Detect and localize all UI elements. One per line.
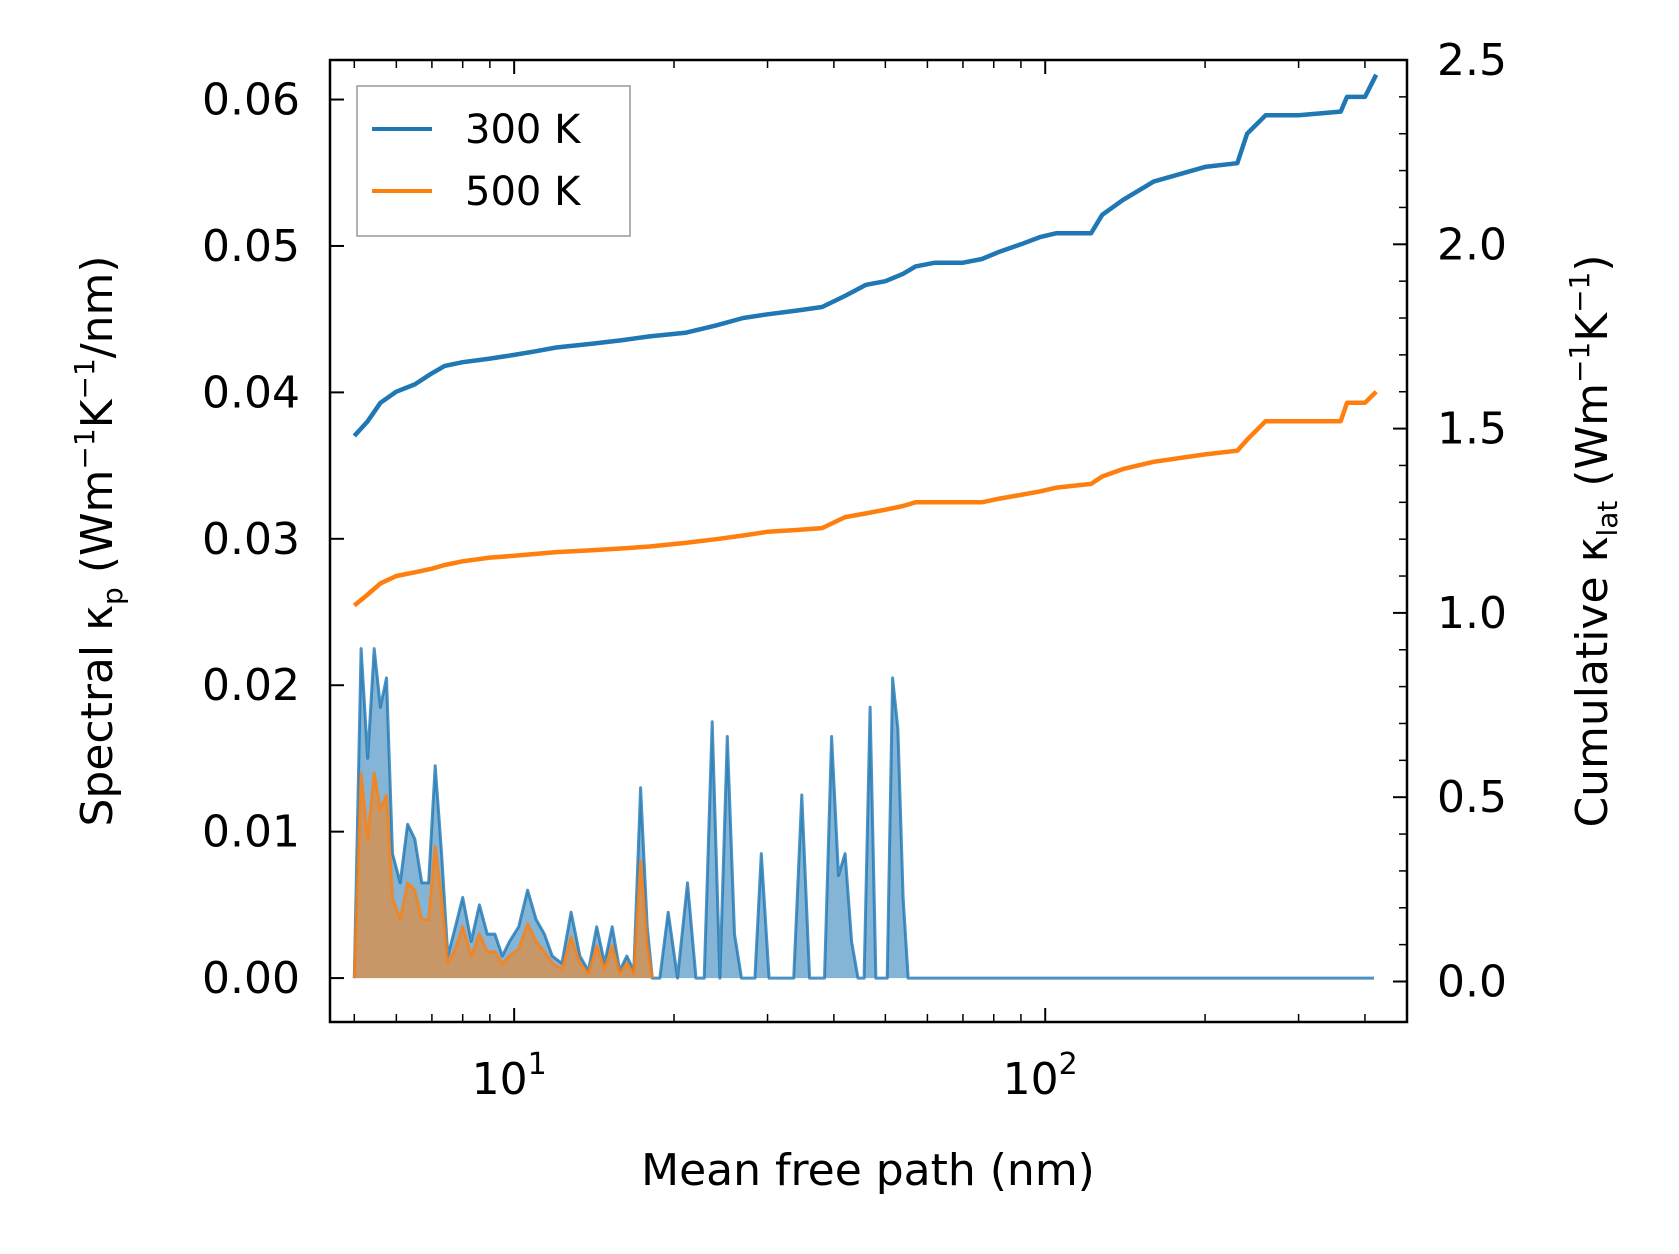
x-tick-label-exponent: 1 [528, 1047, 547, 1082]
y-left-tick-label: 0.04 [202, 367, 300, 418]
y-axis-right-label: Cumulative κlat (Wm−1K−1) [1563, 254, 1624, 827]
legend: 300 K 500 K [356, 85, 631, 237]
cumulative-line-500k [352, 390, 1378, 608]
spectral-line-500k [352, 771, 654, 979]
y-right-tick-label: 1.0 [1437, 588, 1507, 639]
x-axis-label: Mean free path (nm) [641, 1145, 1095, 1196]
legend-label-300k: 300 K [465, 107, 582, 153]
y-right-label-exp1: −1 [1563, 342, 1596, 383]
x-tick-label-exponent: 2 [1059, 1047, 1078, 1082]
x-tick-label: 101 [472, 1047, 547, 1105]
ticks-layer: 0.00 0.01 0.02 0.03 0.04 0.05 0.06 0.0 0.5 1.0 1.5… [202, 35, 1507, 1105]
y-left-tick-label: 0.02 [202, 660, 300, 711]
y-left-tick-label: 0.01 [202, 807, 300, 858]
y-left-label-unit-close: /nm) [72, 255, 123, 358]
y-right-label-unit-open: (Wm [1567, 383, 1618, 501]
spectral-area-500k [354, 773, 653, 979]
y-left-tick-label: 0.05 [202, 221, 300, 272]
y-right-tick-label: 0.5 [1437, 772, 1507, 823]
y-right-tick-label: 0.0 [1437, 956, 1507, 1007]
x-tick-label-base: 10 [472, 1054, 528, 1105]
x-tick-label: 102 [1003, 1047, 1078, 1105]
plot-frame [328, 58, 1409, 1024]
y-right-tick-label: 2.5 [1437, 35, 1507, 86]
y-left-label-exp2: −1 [68, 358, 101, 399]
y-left-tick-label: 0.03 [202, 514, 300, 565]
spectral-line-300k [352, 647, 1374, 980]
y-right-label-main: Cumulative κ [1567, 536, 1618, 827]
y-left-label-main: Spectral κ [72, 605, 123, 827]
y-right-label-exp2: −1 [1563, 272, 1596, 313]
legend-box [356, 85, 631, 237]
x-tick-label-base: 10 [1003, 1054, 1059, 1105]
spectral-layer [352, 647, 1374, 980]
y-left-label-unit-open: (Wm [72, 470, 123, 588]
y-left-tick-label: 0.00 [202, 953, 300, 1004]
legend-label-500k: 500 K [465, 169, 582, 215]
y-left-label-exp1: −1 [68, 428, 101, 469]
y-right-label-unit-close: ) [1567, 254, 1618, 271]
y-left-label-sub: p [96, 587, 129, 605]
y-left-label-mid: K [72, 398, 123, 428]
cumulative-line-300k [352, 73, 1379, 438]
y-right-tick-label: 1.5 [1437, 404, 1507, 455]
y-right-label-sub: lat [1591, 501, 1624, 537]
y-right-tick-label: 2.0 [1437, 219, 1507, 270]
y-right-label-mid: K [1567, 312, 1618, 342]
y-left-tick-label: 0.06 [202, 75, 300, 126]
y-axis-left-label: Spectral κp (Wm−1K−1/nm) [68, 255, 129, 826]
cumulative-layer [352, 73, 1379, 608]
